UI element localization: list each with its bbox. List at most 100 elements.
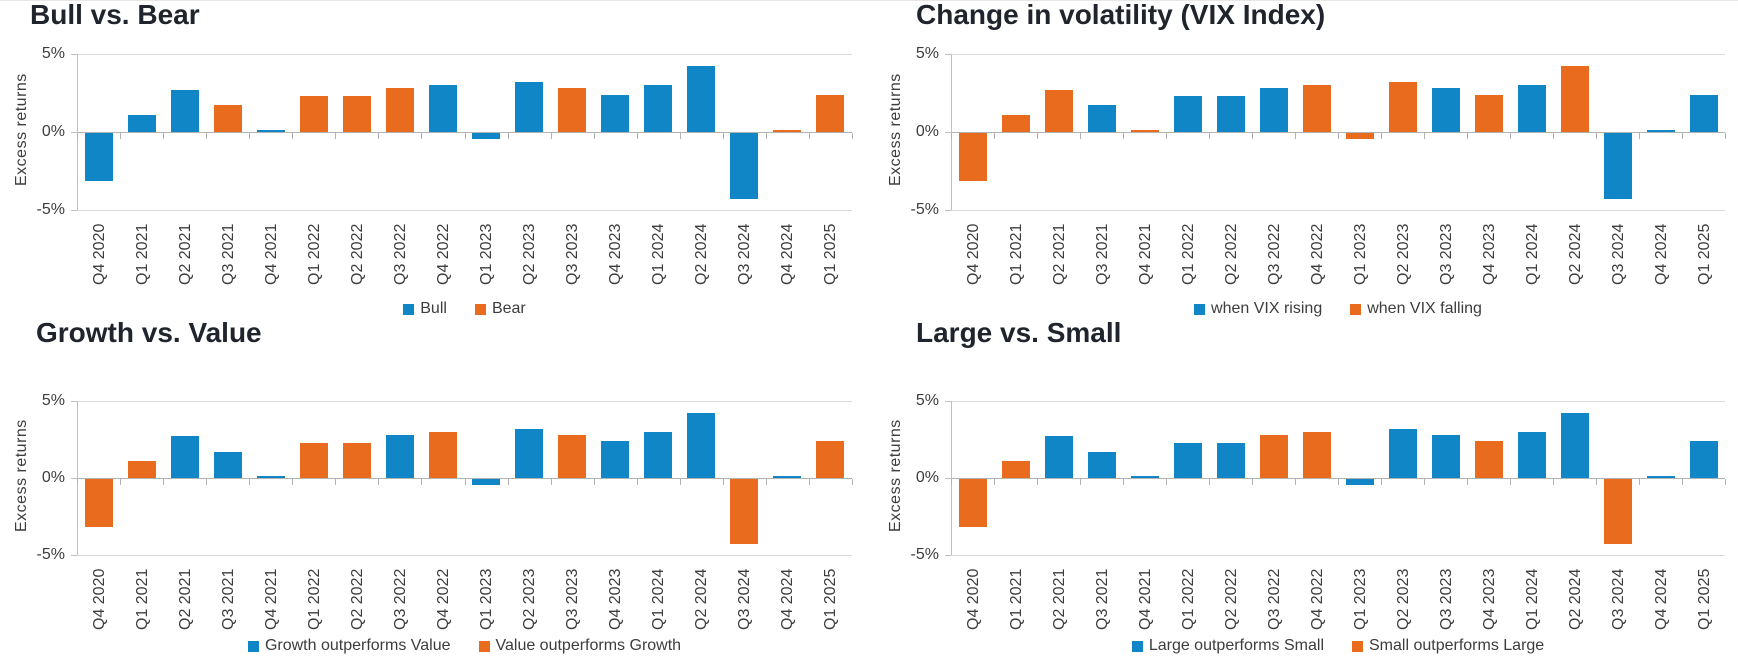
- bar: [1001, 114, 1030, 132]
- bar: [1345, 479, 1374, 486]
- legend-label: Small outperforms Large: [1369, 637, 1545, 654]
- chart-title: Change in volatility (VIX Index): [916, 0, 1326, 30]
- bar: [1646, 475, 1675, 478]
- bar: [342, 442, 371, 478]
- x-tick-label: Q3 2021: [1093, 568, 1111, 630]
- legend-swatch-orange: [474, 303, 486, 315]
- bar: [1560, 66, 1589, 132]
- x-tick-label: Q1 2022: [305, 223, 323, 285]
- bar: [1044, 436, 1073, 478]
- x-tick-label: Q4 2021: [262, 223, 280, 285]
- x-tick-mark: [421, 479, 423, 485]
- x-tick-label: Q4 2022: [434, 568, 452, 630]
- x-tick-label: Q3 2024: [1609, 568, 1627, 630]
- bar: [428, 431, 457, 478]
- bar: [958, 479, 987, 527]
- legend-label: Bear: [491, 300, 526, 317]
- bar: [515, 82, 544, 132]
- x-tick-label: Q4 2024: [779, 223, 797, 285]
- x-tick-mark: [852, 479, 853, 485]
- bar: [1259, 434, 1288, 478]
- bar: [730, 133, 759, 199]
- y-tick-label: 5%: [915, 392, 939, 409]
- zero-axis-line: [951, 132, 1725, 133]
- x-tick-label: Q3 2024: [736, 223, 754, 285]
- legend-label: Large outperforms Small: [1148, 637, 1324, 654]
- x-tick-label: Q4 2022: [1308, 223, 1326, 285]
- x-tick-mark: [1080, 479, 1081, 485]
- x-tick-label: Q2 2021: [1050, 568, 1068, 630]
- legend-swatch-orange: [478, 640, 490, 652]
- x-tick-label: Q4 2021: [262, 568, 280, 630]
- x-tick-mark: [994, 133, 995, 139]
- x-tick-label: Q1 2025: [1695, 568, 1713, 630]
- y-axis-line: [951, 54, 952, 210]
- legend-item: Bull: [403, 300, 447, 318]
- x-tick-mark: [1682, 479, 1683, 485]
- x-tick-mark: [1037, 479, 1038, 485]
- x-tick-label: Q1 2025: [1695, 223, 1713, 285]
- x-tick-mark: [163, 133, 165, 139]
- x-tick-mark: [1166, 479, 1167, 485]
- bar: [1388, 428, 1417, 478]
- x-tick-mark: [722, 479, 724, 485]
- legend-item: when VIX falling: [1350, 300, 1482, 318]
- chart-title: Large vs. Small: [916, 317, 1122, 348]
- x-tick-mark: [1209, 133, 1210, 139]
- x-tick-label: Q1 2022: [1179, 568, 1197, 630]
- legend-swatch-blue: [247, 640, 259, 652]
- legend-item: Growth outperforms Value: [247, 637, 451, 655]
- bar: [299, 442, 328, 478]
- x-tick-mark: [1639, 479, 1640, 485]
- x-tick-label: Q1 2021: [133, 568, 151, 630]
- bar: [958, 133, 987, 182]
- x-tick-label: Q3 2023: [564, 568, 582, 630]
- zero-axis-line: [951, 478, 1725, 479]
- x-tick-mark: [1424, 133, 1425, 139]
- bar: [1259, 88, 1288, 132]
- legend: Growth outperforms Value Value outperform…: [77, 637, 852, 655]
- y-tick-label: 0%: [41, 123, 65, 140]
- x-tick-label: Q2 2023: [521, 223, 539, 285]
- x-tick-label: Q1 2021: [133, 223, 151, 285]
- y-tick-label: 0%: [41, 469, 65, 486]
- x-tick-mark: [994, 479, 995, 485]
- bar: [1345, 133, 1374, 140]
- bar: [601, 94, 630, 132]
- x-tick-mark: [1381, 133, 1382, 139]
- bar: [84, 479, 113, 527]
- x-tick-mark: [1080, 133, 1081, 139]
- x-tick-label: Q3 2024: [736, 568, 754, 630]
- bar: [1044, 89, 1073, 132]
- bar: [558, 88, 587, 132]
- x-tick-label: Q3 2024: [1609, 223, 1627, 285]
- x-tick-label: Q4 2020: [90, 568, 108, 630]
- x-tick-mark: [1596, 479, 1597, 485]
- x-tick-mark: [335, 479, 337, 485]
- x-tick-mark: [1467, 479, 1468, 485]
- x-tick-mark: [1553, 479, 1554, 485]
- y-tick-label: 5%: [41, 392, 65, 409]
- x-tick-mark: [249, 133, 251, 139]
- x-tick-mark: [1252, 133, 1253, 139]
- legend-swatch-orange: [1350, 303, 1362, 315]
- x-tick-label: Q4 2020: [90, 223, 108, 285]
- x-tick-label: Q4 2023: [1480, 223, 1498, 285]
- legend-item: Bear: [474, 300, 526, 318]
- x-tick-label: Q2 2023: [521, 568, 539, 630]
- legend-swatch-blue: [1131, 640, 1143, 652]
- x-tick-mark: [951, 133, 952, 139]
- x-tick-label: Q2 2022: [348, 223, 366, 285]
- bar: [730, 479, 759, 544]
- x-tick-mark: [249, 479, 251, 485]
- y-tick-label: 0%: [915, 469, 939, 486]
- legend-item: Value outperforms Growth: [478, 637, 681, 655]
- x-tick-mark: [593, 479, 595, 485]
- y-tick-mark: [71, 210, 77, 211]
- bar: [1302, 431, 1331, 478]
- y-tick-label: -5%: [910, 546, 939, 563]
- y-axis-title: Excess returns: [887, 73, 904, 186]
- bar: [428, 85, 457, 132]
- y-gridline: [951, 555, 1725, 556]
- legend-label: when VIX falling: [1367, 300, 1482, 317]
